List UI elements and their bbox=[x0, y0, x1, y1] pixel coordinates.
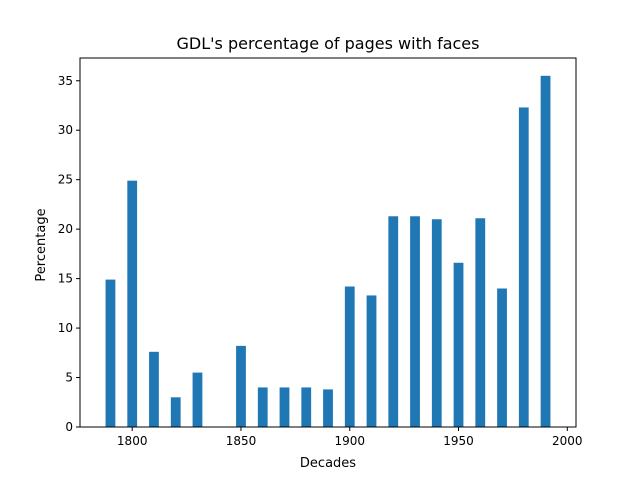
bar-1830 bbox=[192, 372, 203, 427]
y-tick-label: 25 bbox=[58, 173, 73, 187]
x-tick-label: 1900 bbox=[334, 434, 365, 448]
bar-1810 bbox=[149, 351, 159, 427]
bar-1850 bbox=[236, 345, 246, 427]
bar-1960 bbox=[475, 218, 486, 427]
y-tick-label: 20 bbox=[58, 222, 73, 236]
bar-1820 bbox=[170, 397, 181, 427]
bar-1930 bbox=[410, 216, 420, 427]
bar-1950 bbox=[453, 262, 464, 427]
x-axis-ticks: 1800 1850 1900 1950 2000 bbox=[117, 427, 583, 448]
bar-1920 bbox=[388, 216, 399, 427]
plot-frame bbox=[79, 57, 577, 428]
y-axis-label: Percentage bbox=[34, 208, 49, 281]
bar-1790 bbox=[105, 279, 116, 427]
y-tick-label: 15 bbox=[58, 272, 73, 286]
bar-1860 bbox=[257, 387, 268, 427]
bars bbox=[105, 75, 551, 428]
y-tick-label: 5 bbox=[65, 371, 73, 385]
y-tick-label: 35 bbox=[58, 74, 73, 88]
y-axis-ticks: 0 5 10 15 20 25 30 35 bbox=[58, 74, 80, 434]
y-tick-label: 0 bbox=[65, 420, 73, 434]
bar-1880 bbox=[301, 387, 312, 427]
bar-1980 bbox=[518, 107, 529, 428]
bar-1870 bbox=[279, 387, 290, 427]
bar-1900 bbox=[344, 286, 355, 427]
x-tick-label: 1850 bbox=[226, 434, 257, 448]
bar-1890 bbox=[323, 389, 333, 427]
x-tick-label: 2000 bbox=[552, 434, 583, 448]
bar-1800 bbox=[127, 180, 138, 427]
x-tick-label: 1800 bbox=[117, 434, 148, 448]
bar-1940 bbox=[431, 219, 442, 427]
y-tick-label: 30 bbox=[58, 123, 73, 137]
x-axis-label: Decades bbox=[300, 456, 356, 471]
bar-1910 bbox=[366, 295, 377, 427]
chart-title: GDL's percentage of pages with faces bbox=[177, 34, 480, 53]
bar-1990 bbox=[540, 75, 551, 427]
bar-1970 bbox=[497, 288, 507, 427]
x-tick-label: 1950 bbox=[443, 434, 474, 448]
y-tick-label: 10 bbox=[58, 321, 73, 335]
